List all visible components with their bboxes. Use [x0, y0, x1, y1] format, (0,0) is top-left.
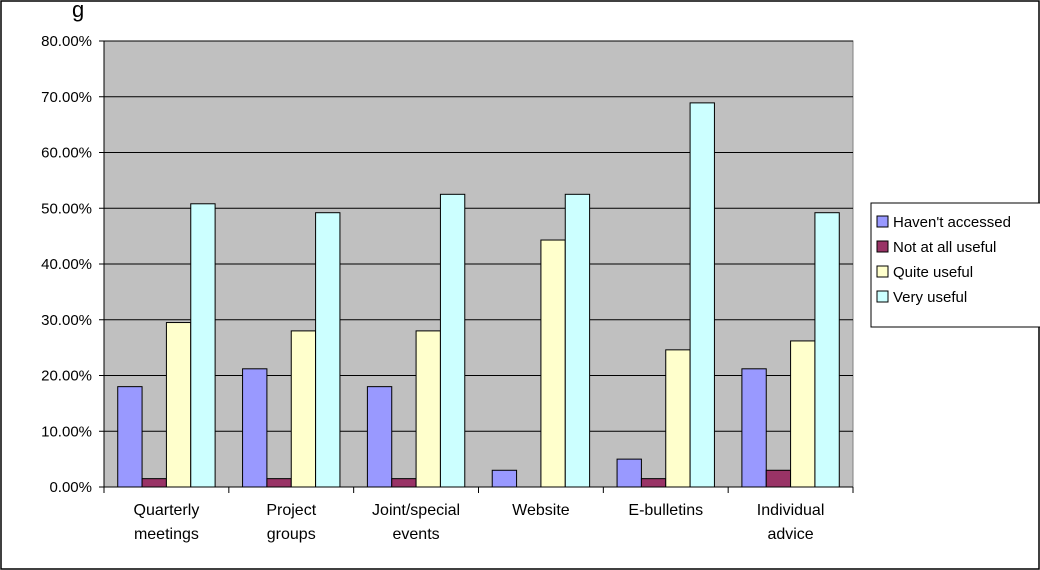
bar [741, 368, 767, 488]
legend-swatch [876, 290, 889, 303]
y-tick-label: 20.00% [41, 368, 92, 385]
x-category-label: Joint/special [372, 502, 460, 519]
y-tick-label: 40.00% [41, 256, 92, 273]
gridlines [104, 40, 853, 432]
bar [790, 340, 816, 488]
bar [540, 239, 566, 488]
bar [765, 469, 792, 488]
bars [117, 102, 840, 488]
legend: Haven't accessed Not at all useful Quite u… [870, 202, 1040, 328]
y-tick-label: 10.00% [41, 423, 92, 440]
y-tick-label: 0.00% [49, 479, 92, 496]
y-axis: 0.00% 10.00% 20.00% 30.00% 40.00% 50.00% 60.00… [41, 33, 105, 496]
bar [242, 368, 268, 488]
x-category-label: Project [266, 502, 316, 519]
bar [640, 478, 667, 488]
bar [315, 212, 341, 488]
y-tick-label: 50.00% [41, 200, 92, 217]
bar [665, 349, 691, 488]
legend-box [870, 202, 1040, 328]
bar [290, 330, 317, 488]
bar [117, 386, 143, 488]
bar [564, 193, 591, 488]
x-category-label: advice [767, 526, 813, 543]
bar [141, 478, 167, 488]
x-category-label: E-bulletins [628, 502, 703, 519]
x-category-label: Quarterly [134, 502, 200, 519]
bar [266, 478, 292, 488]
x-category-label: Website [512, 502, 570, 519]
legend-label: Very useful [893, 289, 967, 306]
y-tick-label: 80.00% [41, 33, 92, 50]
bar [165, 322, 192, 488]
bar [391, 478, 417, 488]
legend-swatch [876, 240, 889, 253]
bar [366, 386, 393, 488]
bar [689, 102, 715, 488]
x-category-label: events [393, 526, 440, 543]
bar [814, 212, 840, 488]
legend-swatch [876, 265, 889, 278]
chart-title-fragment: g [72, 0, 84, 22]
bar [190, 203, 216, 488]
x-category-label: meetings [134, 526, 199, 543]
bar [439, 193, 466, 488]
x-category-label: Individual [757, 502, 825, 519]
legend-label: Quite useful [893, 264, 973, 281]
y-tick-label: 30.00% [41, 312, 92, 329]
y-tick-label: 70.00% [41, 89, 92, 106]
legend-swatch [876, 215, 889, 228]
x-category-label: groups [267, 526, 316, 543]
bar [491, 469, 518, 488]
legend-label: Haven't accessed [893, 214, 1011, 231]
x-axis: Quarterly meetings Project groups Joint/spec… [103, 486, 854, 543]
bar [616, 458, 642, 488]
y-tick-label: 60.00% [41, 145, 92, 162]
bar [415, 330, 441, 488]
legend-label: Not at all useful [893, 239, 996, 256]
